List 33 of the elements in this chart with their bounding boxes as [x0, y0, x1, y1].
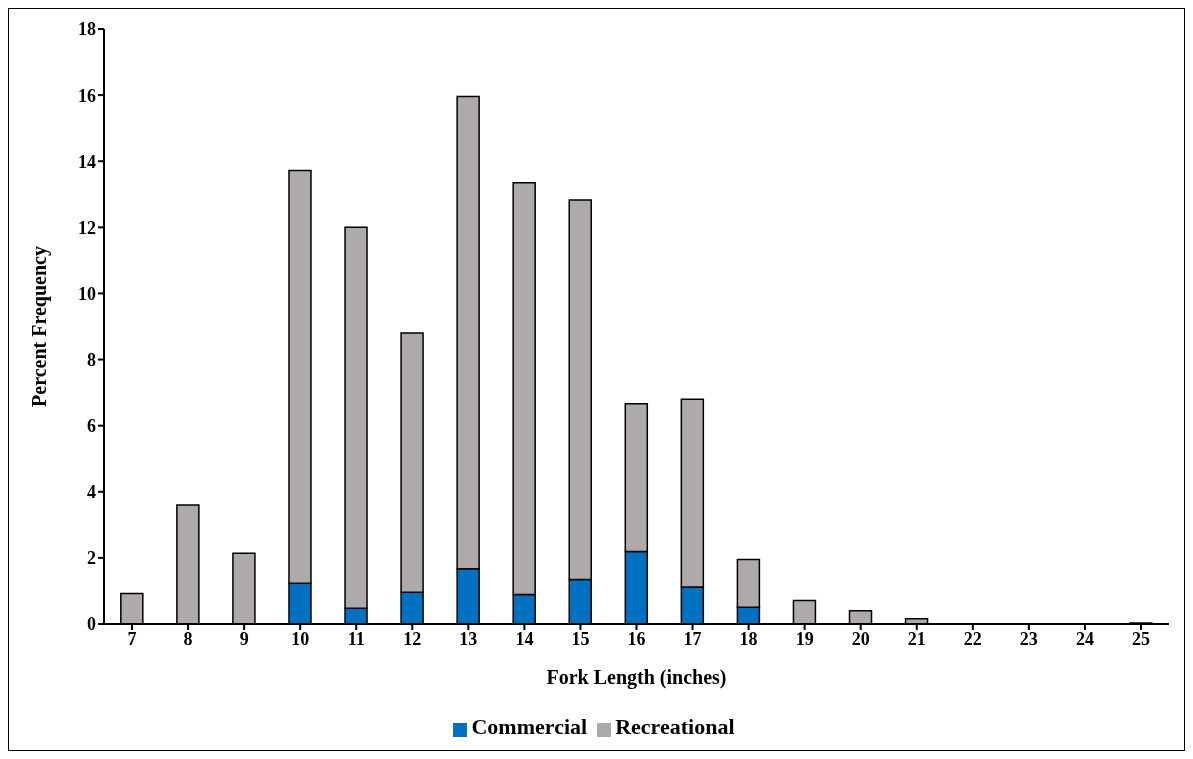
legend-label: Recreational: [615, 714, 735, 739]
legend-label: Commercial: [471, 714, 588, 739]
x-tick-label: 13: [459, 628, 478, 649]
y-tick-label: 16: [78, 85, 96, 106]
y-tick-label: 12: [78, 217, 96, 238]
x-tick-label: 12: [403, 628, 422, 649]
x-tick-label: 18: [739, 628, 758, 649]
y-tick-label: 14: [78, 151, 96, 172]
x-tick-label: 22: [963, 628, 982, 649]
x-tick-label: 11: [347, 628, 365, 649]
x-tick-label: 9: [239, 628, 249, 649]
y-tick-label: 2: [87, 548, 96, 569]
x-tick-label: 20: [851, 628, 870, 649]
x-tick-label: 14: [515, 628, 534, 649]
y-tick-label: 6: [87, 416, 96, 437]
y-axis-title: Percent Frequency: [28, 246, 52, 407]
x-tick-label: 19: [795, 628, 814, 649]
y-tick-label: 0: [87, 614, 96, 635]
x-tick-label: 25: [1131, 628, 1150, 649]
y-tick-label: 8: [87, 349, 96, 370]
y-tick-label: 4: [87, 482, 96, 503]
y-tick-label: 18: [78, 19, 96, 40]
x-tick-label: 16: [627, 628, 646, 649]
x-tick-label: 7: [127, 628, 137, 649]
y-tick-label: 10: [78, 283, 96, 304]
x-tick-label: 24: [1075, 628, 1094, 649]
x-tick-label: 8: [183, 628, 193, 649]
x-axis-title: Fork Length (inches): [546, 666, 727, 689]
x-tick-label: 15: [571, 628, 590, 649]
x-tick-label: 23: [1019, 628, 1038, 649]
x-tick-label: 21: [907, 628, 926, 649]
x-tick-label: 10: [291, 628, 310, 649]
x-tick-label: 17: [683, 628, 702, 649]
